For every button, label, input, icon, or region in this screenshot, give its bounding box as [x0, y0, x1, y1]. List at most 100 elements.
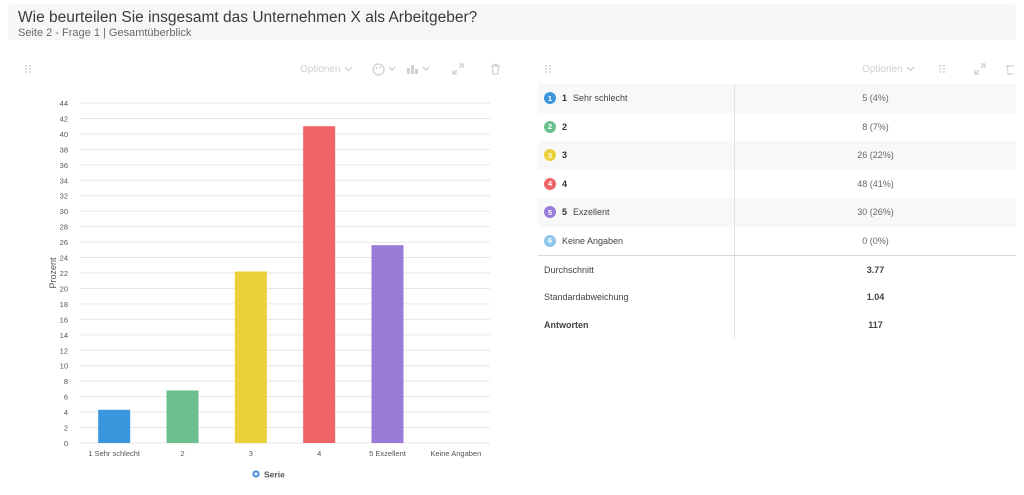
y-tick-label: 16: [60, 315, 68, 324]
y-tick-label: 38: [60, 145, 68, 154]
y-tick-label: 34: [60, 176, 68, 185]
bar: [98, 409, 131, 443]
chart-svg: 0246810121416182022242628303234363840424…: [48, 99, 490, 480]
answer-badge: 1: [544, 92, 556, 105]
options-label: Optionen: [862, 63, 903, 75]
stat-label: Standardabweichung: [544, 292, 629, 303]
trash-icon: [491, 63, 500, 75]
answer-value: 5 (4%): [862, 93, 889, 104]
answer-number: 3: [562, 150, 568, 161]
expand-button[interactable]: [452, 63, 464, 75]
bar-chart: 0 2 4 6 8 10 12 14 16 18 20 22 24 26 28 30 32 34 36 38 40 42 4…: [20, 84, 510, 484]
trash-icon: [1006, 65, 1014, 75]
table-row: 4 4 48 (41%): [538, 169, 1016, 198]
answer-badge: 2: [544, 120, 556, 133]
answer-value: 0 (0%): [862, 235, 889, 246]
answer-label: Sehr schlecht: [573, 93, 628, 104]
options-dropdown[interactable]: Optionen: [862, 64, 915, 75]
stat-row: Durchschnitt 3.77: [538, 256, 1016, 284]
answer-value: 8 (7%): [862, 121, 889, 132]
table-toolbar: Optionen: [538, 58, 1016, 80]
y-tick-label: 30: [60, 207, 68, 216]
stat-value: 117: [868, 319, 883, 330]
y-tick-label: 14: [60, 331, 68, 340]
x-tick-label: 2: [180, 449, 184, 458]
chevron-down-icon: [906, 66, 915, 72]
chevron-down-icon: [388, 66, 396, 71]
expand-button[interactable]: [974, 63, 986, 75]
answer-cell: 1 1 Sehr schlecht: [538, 84, 735, 113]
page-subtitle: Seite 2 - Frage 1 | Gesamtüberblick: [18, 27, 192, 39]
x-tick-label: 4: [317, 449, 321, 458]
x-tick-label: Keine Angaben: [430, 449, 481, 458]
bar-chart-icon: [407, 65, 418, 74]
y-tick-label: 8: [64, 377, 68, 386]
y-tick-label: 12: [60, 346, 68, 355]
answer-value: 48 (41%): [857, 178, 894, 189]
x-tick-label: 5 Exzellent: [369, 449, 407, 458]
options-dropdown[interactable]: Optionen: [300, 64, 353, 75]
bar: [303, 126, 336, 443]
y-tick-label: 40: [60, 130, 68, 139]
answer-label: Exzellent: [573, 207, 610, 218]
y-tick-label: 28: [60, 223, 68, 232]
answer-number: 4: [562, 178, 568, 189]
bar: [371, 245, 404, 443]
table-row: 1 1 Sehr schlecht 5 (4%): [538, 84, 1016, 113]
answer-cell: 5 5 Exzellent: [538, 198, 735, 227]
y-tick-label: 6: [64, 393, 68, 402]
y-tick-label: 0: [64, 439, 68, 448]
palette-button[interactable]: [372, 62, 396, 76]
chevron-down-icon: [344, 66, 353, 72]
x-tick-label: 3: [249, 449, 253, 458]
y-tick-label: 44: [60, 99, 68, 108]
drag-handle-icon[interactable]: [24, 64, 32, 74]
legend-dot-icon: [252, 470, 260, 478]
answer-value: 26 (22%): [857, 150, 894, 161]
y-tick-label: 32: [60, 192, 68, 201]
answer-badge: 6: [544, 234, 556, 247]
table-row: 3 3 26 (22%): [538, 141, 1016, 170]
answer-value: 30 (26%): [857, 207, 894, 218]
results-table: 1 1 Sehr schlecht 5 (4%) 2 2 8 (7%) 3 3 26 (22%) 4…: [538, 84, 1016, 339]
delete-button[interactable]: [490, 63, 501, 75]
chart-toolbar: Optionen: [20, 58, 510, 80]
stat-value: 1.04: [866, 292, 885, 303]
answer-number: 1: [562, 93, 568, 104]
chart-type-button[interactable]: [406, 63, 430, 75]
x-tick-label: 1 Sehr schlecht: [88, 449, 141, 458]
y-tick-label: 36: [60, 161, 68, 170]
y-tick-label: 2: [64, 424, 68, 433]
answer-number: 5: [562, 207, 568, 218]
answer-number: 2: [562, 121, 568, 132]
page-title: Wie beurteilen Sie insgesamt das Unterne…: [18, 9, 478, 26]
y-tick-label: 20: [60, 284, 68, 293]
drag-handle-icon[interactable]: [544, 64, 552, 74]
answer-badge: 5: [544, 206, 556, 219]
bar: [234, 271, 267, 443]
y-tick-label: 42: [60, 114, 68, 123]
answer-label: Keine Angaben: [562, 235, 624, 246]
answer-badge: 3: [544, 149, 556, 162]
options-label: Optionen: [300, 63, 341, 75]
bar: [166, 390, 199, 443]
legend-label: Serie: [264, 470, 285, 480]
drag-handle-icon[interactable]: [938, 64, 946, 74]
y-tick-label: 22: [60, 269, 68, 278]
y-axis-label: Prozent: [48, 257, 58, 289]
expand-icon: [974, 63, 986, 75]
stat-row: Standardabweichung 1.04: [538, 283, 1016, 311]
answer-cell: 6 Keine Angaben: [538, 226, 735, 255]
chevron-down-icon: [422, 66, 430, 71]
table-row: 5 5 Exzellent 30 (26%): [538, 198, 1016, 227]
stat-row: Antworten 117: [538, 311, 1016, 339]
y-tick-label: 10: [60, 362, 68, 371]
stat-label: Antworten: [544, 319, 589, 330]
y-tick-label: 26: [60, 238, 68, 247]
delete-button[interactable]: [1006, 63, 1014, 75]
palette-icon: [372, 62, 385, 76]
